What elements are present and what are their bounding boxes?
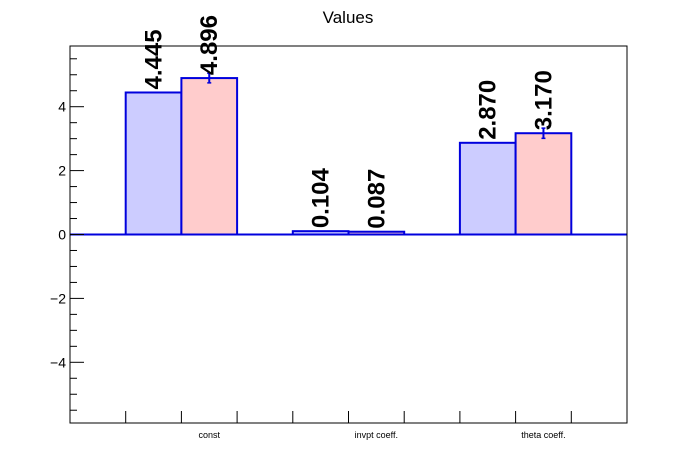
value-label-s1-1: 0.104 bbox=[308, 167, 335, 228]
y-tick-label: −2 bbox=[50, 290, 66, 306]
error-bars-layer bbox=[207, 72, 546, 140]
bar-s2-2 bbox=[514, 132, 573, 236]
bar-s1-2 bbox=[458, 141, 517, 236]
value-label-s2-0: 4.896 bbox=[196, 15, 223, 75]
x-category-label: theta coeff. bbox=[521, 430, 565, 440]
bars-layer bbox=[124, 77, 573, 236]
y-axis: −4 −2 0 2 4 bbox=[50, 58, 84, 411]
value-label-s1-2: 2.870 bbox=[475, 80, 502, 140]
value-labels-layer: 4.445 0.104 2.870 4.896 0.087 3.170 bbox=[141, 15, 558, 229]
x-category-label: const bbox=[198, 430, 220, 440]
x-axis: const invpt coeff. theta coeff. bbox=[125, 411, 572, 440]
x-category-label: invpt coeff. bbox=[355, 430, 398, 440]
y-tick-label: 4 bbox=[58, 99, 66, 115]
y-tick-label: 2 bbox=[58, 163, 66, 179]
y-tick-label: −4 bbox=[50, 354, 66, 370]
bar-s1-0 bbox=[124, 91, 183, 236]
chart-title: Values bbox=[323, 8, 374, 27]
bar-s2-0 bbox=[180, 77, 239, 236]
y-tick-label: 0 bbox=[58, 227, 66, 243]
value-label-s2-2: 3.170 bbox=[530, 70, 557, 130]
value-label-s1-0: 4.445 bbox=[141, 29, 168, 89]
value-label-s2-1: 0.087 bbox=[363, 169, 390, 229]
